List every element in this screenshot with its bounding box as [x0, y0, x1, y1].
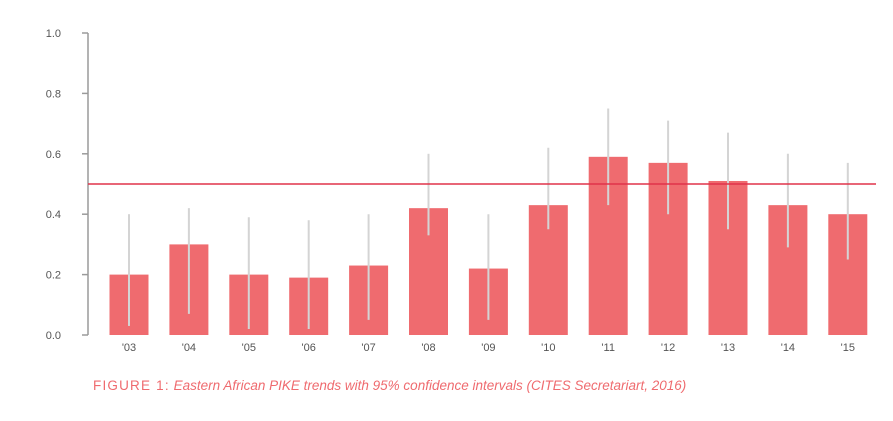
y-tick-label: 0.4 — [46, 209, 61, 221]
figure-caption: FIGURE 1: Eastern African PIKE trends wi… — [93, 378, 686, 393]
y-tick-label: 0.0 — [46, 330, 61, 342]
x-tick-label: '05 — [242, 342, 256, 354]
y-axis-ticks: 0.0 0.2 0.4 0.6 0.8 1.0 — [46, 28, 88, 342]
x-tick-label: '08 — [421, 342, 435, 354]
pike-bar-chart: 0.0 0.2 0.4 0.6 0.8 1.0 '03 '04 '05 '06 '07 '08 '09… — [46, 28, 876, 354]
x-tick-label: '07 — [361, 342, 375, 354]
x-tick-label: '04 — [182, 342, 196, 354]
y-tick-label: 0.8 — [46, 88, 61, 100]
y-tick-label: 0.6 — [46, 149, 61, 161]
y-tick-label: 0.2 — [46, 270, 61, 282]
x-tick-label: '12 — [661, 342, 675, 354]
x-tick-label: '06 — [302, 342, 316, 354]
y-tick-label: 1.0 — [46, 28, 61, 40]
x-tick-label: '09 — [481, 342, 495, 354]
x-tick-label: '11 — [601, 342, 615, 354]
x-axis-ticks: '03 '04 '05 '06 '07 '08 '09 '10 '11 '12 '13 '14 '15 — [122, 342, 855, 354]
x-tick-label: '13 — [721, 342, 735, 354]
figure-caption-text: Eastern African PIKE trends with 95% con… — [173, 378, 687, 393]
error-bars — [128, 108, 849, 329]
x-tick-label: '14 — [781, 342, 795, 354]
x-tick-label: '15 — [841, 342, 855, 354]
x-tick-label: '03 — [122, 342, 136, 354]
x-tick-label: '10 — [541, 342, 555, 354]
figure-caption-label: FIGURE 1: — [93, 378, 170, 393]
